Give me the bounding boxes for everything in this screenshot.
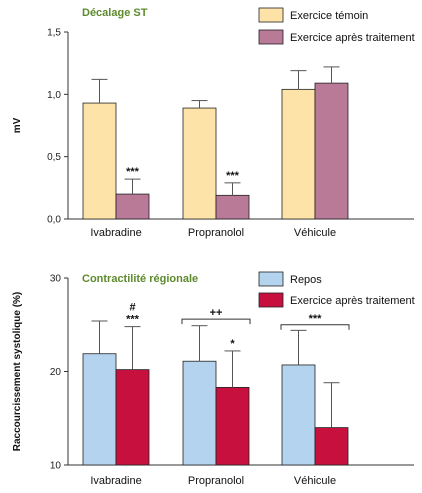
bar [215,386,250,466]
legend-label: Exercice après traitement [290,32,415,44]
significance-mark: * [230,338,235,350]
category-label: Véhicule [294,475,336,487]
y-tick-label: 30 [50,274,62,285]
bar [314,82,349,220]
y-tick-label: 0,0 [47,215,61,226]
y-axis-label: mV [12,117,23,133]
bracket-label: ++ [210,307,223,319]
bracket-label: *** [309,313,323,325]
bar [182,360,217,466]
y-tick-label: 1,5 [47,28,61,39]
legend-label: Exercice témoin [290,10,368,22]
category-label: Propranolol [188,227,244,239]
comparison-bracket [181,318,251,325]
y-tick-label: 10 [50,461,62,472]
bar [82,353,117,466]
legend-swatch [258,292,284,308]
significance-mark: *** [126,314,140,326]
bar [314,427,349,466]
chart-title: Contractilité régionale [82,273,198,285]
legend-label: Repos [290,274,322,286]
legend: Repos Exercice après traitement [258,271,415,308]
category-label: Propranolol [188,475,244,487]
legend-swatch [258,29,284,45]
category-label: Véhicule [294,227,336,239]
bar [115,193,150,220]
bar [281,364,316,466]
chart-2: 10 20 30 Raccourcissement systolique (%) Con… [12,271,415,487]
bar [182,107,217,220]
chart-1: 0,0 0,5 1,0 1,5 mV Décalage ST Ivabradine Propr… [12,7,415,239]
legend-swatch [258,271,284,287]
bar [82,102,117,220]
legend-swatch [258,7,284,23]
significance-mark: # [129,302,135,314]
y-tick-label: 20 [50,367,62,378]
bar [115,369,150,466]
chart-title: Décalage ST [82,7,148,19]
legend-label: Exercice après traitement [290,295,415,307]
significance-mark: *** [226,170,240,182]
legend: Exercice témoin Exercice après traitement [258,7,415,45]
y-tick-label: 0,5 [47,152,61,163]
bar [215,194,250,220]
comparison-bracket [280,324,350,330]
y-tick-label: 1,0 [47,90,61,101]
y-axis-label: Raccourcissement systolique (%) [12,292,23,452]
significance-mark: *** [126,166,140,178]
bar [281,88,316,220]
category-label: Ivabradine [90,227,141,239]
category-label: Ivabradine [90,475,141,487]
